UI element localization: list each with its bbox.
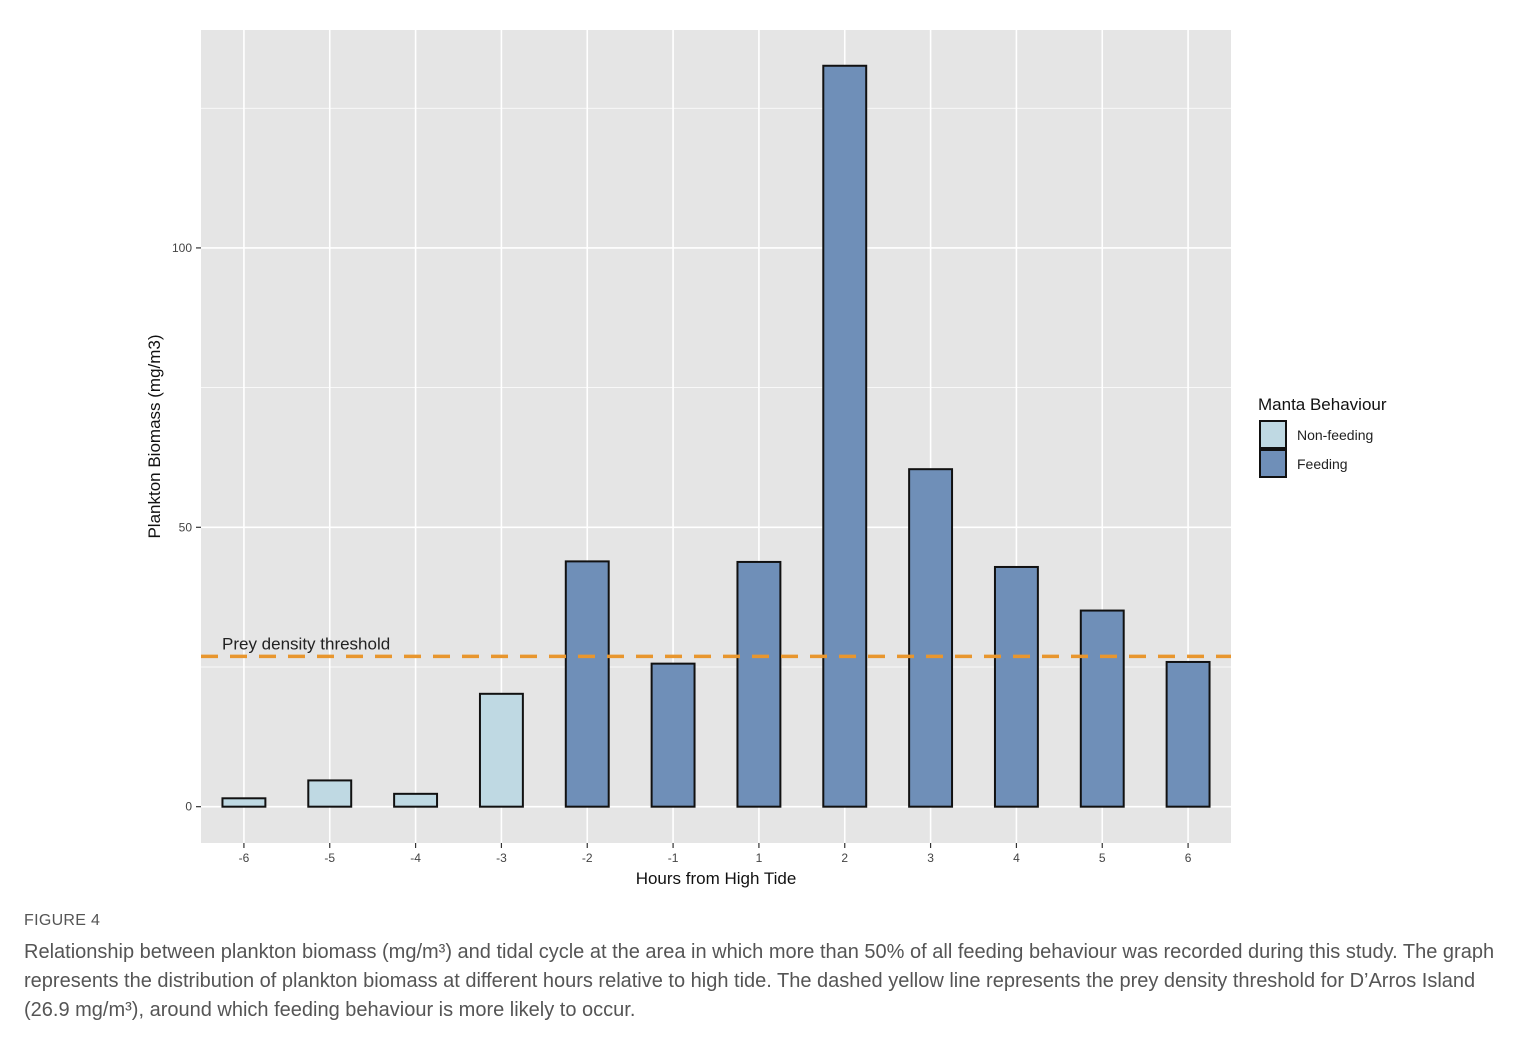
bar--1-feeding — [650, 662, 696, 808]
x-tick-label: 2 — [841, 851, 848, 865]
x-tick-label: -2 — [582, 851, 593, 865]
x-tick-label: 4 — [1013, 851, 1020, 865]
bar--5-non-feeding — [307, 779, 353, 808]
legend-swatch-non-feeding — [1259, 420, 1287, 449]
x-tick-label: 1 — [756, 851, 763, 865]
bar--3-non-feeding — [478, 692, 524, 808]
y-tick-label: 0 — [185, 800, 192, 814]
bar-1-feeding — [736, 560, 782, 808]
plot-panel — [201, 30, 1231, 843]
plankton-biomass-chart: Prey density threshold 0 50 100 -6 -5 -4 -3 -2 -1… — [145, 30, 1387, 888]
y-tick-label: 50 — [179, 520, 193, 534]
legend-label-feeding: Feeding — [1297, 456, 1348, 472]
y-axis-title: Plankton Biomass (mg/m3) — [145, 334, 164, 538]
x-tick-label: -5 — [324, 851, 335, 865]
x-tick-label: 6 — [1185, 851, 1192, 865]
x-tick-label: 5 — [1099, 851, 1106, 865]
x-tick-label: 3 — [927, 851, 934, 865]
legend-label-non-feeding: Non-feeding — [1297, 427, 1373, 443]
x-tick-label: -3 — [496, 851, 507, 865]
bar-3-feeding — [908, 468, 954, 808]
x-tick-label: -4 — [410, 851, 421, 865]
prey-threshold-label: Prey density threshold — [222, 634, 390, 653]
bar-4-feeding — [993, 565, 1039, 808]
figure-caption-text: Relationship between plankton biomass (m… — [24, 941, 1495, 1021]
legend-title: Manta Behaviour — [1258, 395, 1387, 414]
bar--4-non-feeding — [393, 792, 439, 808]
bar-2-feeding — [822, 64, 868, 808]
x-tick-label: -1 — [668, 851, 679, 865]
x-axis-title: Hours from High Tide — [636, 869, 797, 888]
bar--6-non-feeding — [221, 797, 267, 808]
bar-6-feeding — [1165, 660, 1211, 808]
figure-label: FIGURE 4 — [24, 912, 101, 929]
figure-caption: FIGURE 4 Relationship between plankton b… — [24, 912, 1504, 1025]
y-tick-label: 100 — [172, 241, 192, 255]
x-tick-label: -6 — [239, 851, 250, 865]
bar-5-feeding — [1079, 609, 1125, 808]
legend-swatch-feeding — [1259, 449, 1287, 478]
bar--2-feeding — [564, 560, 610, 808]
